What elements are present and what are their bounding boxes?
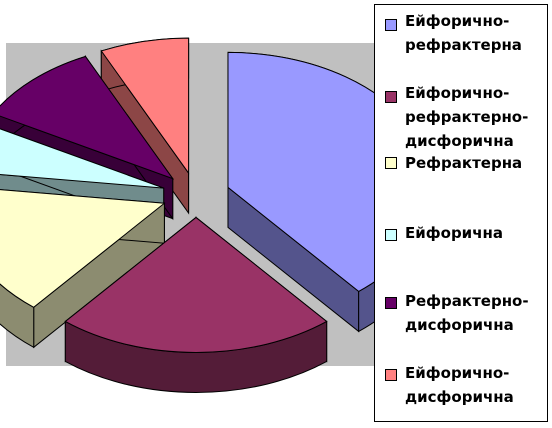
pie-slice-top	[0, 128, 164, 189]
legend-label-line: рефрактерно-	[405, 108, 529, 126]
legend-label: Рефрактерно- дисфорична	[405, 289, 547, 337]
pie-slice-top	[100, 37, 190, 175]
legend-label-line: дисфорична	[405, 316, 514, 334]
pie-slice-edge	[0, 283, 35, 349]
pie-slice-top	[64, 216, 328, 353]
legend-label: Ейфорично- рефрактерна	[405, 9, 547, 57]
legend-label: Ейфорично- дисфорична	[405, 361, 547, 409]
pie-slice-top	[0, 189, 166, 308]
legend-label-line: дисфорична	[405, 132, 514, 150]
pie-slice	[0, 189, 166, 349]
legend-label-line: Рефрактерно-	[405, 292, 529, 310]
legend-label-line: Рефрактерна	[405, 154, 523, 172]
legend-swatch	[385, 297, 397, 309]
legend-label-line: Ейфорична	[405, 224, 503, 242]
legend-label: Ейфорично- рефрактерно- дисфорична	[405, 81, 547, 153]
legend-swatch	[385, 369, 397, 381]
legend-label-line: Ейфорично-	[405, 12, 510, 30]
legend-swatch	[385, 157, 397, 169]
pie-slice-top	[0, 55, 175, 180]
legend-label: Рефрактерна	[405, 151, 547, 175]
legend-swatch	[385, 91, 397, 103]
legend-label-line: Ейфорично-	[405, 84, 510, 102]
legend-label-line: рефрактерна	[405, 36, 522, 54]
legend-swatch	[385, 19, 397, 31]
pie-slice	[64, 216, 328, 393]
legend-label-line: Ейфорично-	[405, 364, 510, 382]
legend: Ейфорично- рефрактерна Ейфорично- рефрак…	[374, 4, 548, 422]
legend-swatch	[385, 229, 397, 241]
legend-label: Ейфорична	[405, 221, 547, 245]
legend-label-line: дисфорична	[405, 388, 514, 406]
